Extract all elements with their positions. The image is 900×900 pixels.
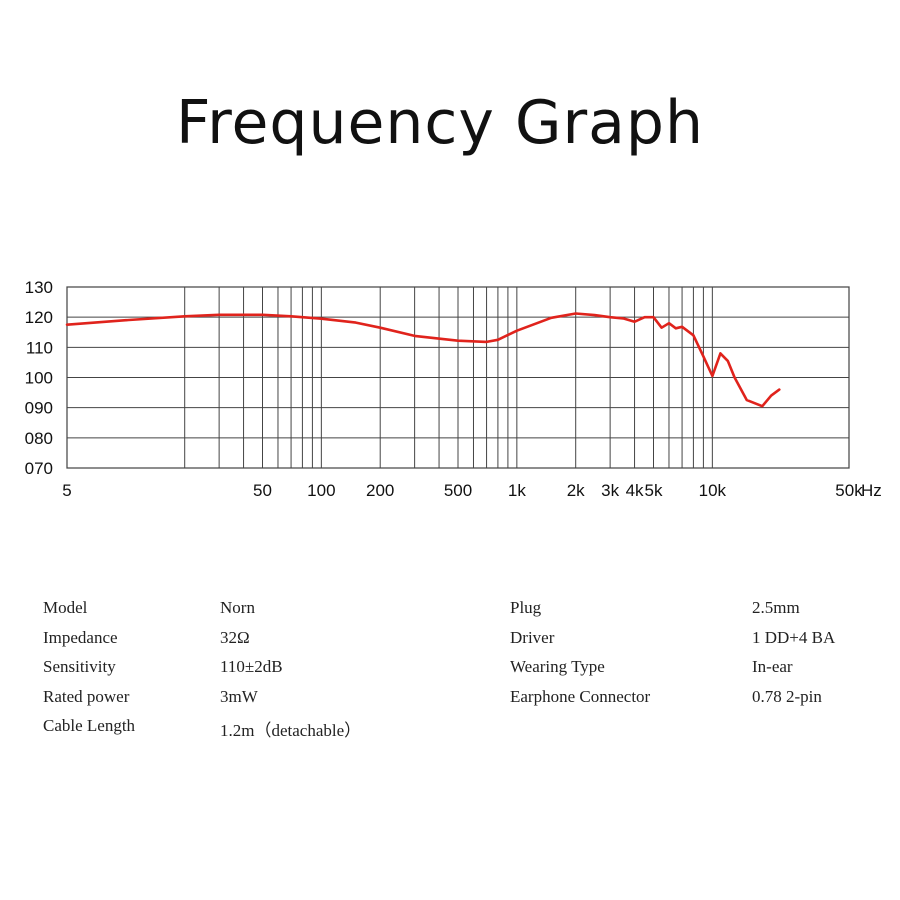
- y-tick-label: 080: [25, 429, 53, 448]
- spec-value: 2.5mm: [752, 598, 800, 617]
- y-tick-label: 090: [25, 399, 53, 418]
- x-tick-label: 1k: [508, 481, 526, 500]
- spec-label: Wearing Type: [510, 657, 605, 676]
- y-tick-label: 130: [25, 278, 53, 297]
- spec-value: 3mW: [220, 686, 258, 706]
- spec-label: Impedance: [43, 627, 118, 647]
- spec-label: Earphone Connector: [510, 686, 651, 706]
- spec-value: 1.2m（detachable）: [220, 721, 362, 740]
- x-tick-label: 50: [253, 481, 272, 500]
- frequency-response-chart: 130 120 110 100 090 080 070 5 50 100 200 500 1k 2k 3k…: [25, 278, 882, 500]
- spec-label: Sensitivity: [43, 657, 116, 676]
- spec-value: In-ear: [752, 657, 793, 676]
- y-tick-label: 120: [25, 308, 53, 327]
- spec-label: Driver: [510, 627, 555, 647]
- x-tick-label: 4k: [626, 481, 644, 500]
- x-tick-label: 100: [307, 481, 335, 500]
- spec-value: 110±2dB: [220, 657, 283, 676]
- spec-label: Plug: [510, 598, 542, 617]
- x-tick-label: 3k: [601, 481, 619, 500]
- x-tick-label: 2k: [567, 481, 585, 500]
- spec-label: Model: [43, 598, 88, 617]
- x-axis-ticks: 5 50 100 200 500 1k 2k 3k 4k 5k 10k 50k: [62, 481, 863, 500]
- x-tick-label: 500: [444, 481, 472, 500]
- spec-value: Norn: [220, 598, 255, 617]
- x-tick-label: 5k: [645, 481, 663, 500]
- chart-title: Frequency Graph: [175, 88, 705, 158]
- spec-value: 32Ω: [220, 627, 250, 647]
- spec-value: 0.78 2-pin: [752, 686, 822, 706]
- x-axis-unit-label: Hz: [861, 481, 882, 500]
- x-tick-label: 200: [366, 481, 394, 500]
- x-tick-label: 10k: [699, 481, 727, 500]
- y-tick-label: 100: [25, 369, 53, 388]
- spec-value: 1 DD+4 BA: [752, 627, 836, 647]
- chart-grid: [66, 286, 850, 469]
- x-tick-label: 50k: [835, 481, 863, 500]
- x-tick-label: 5: [62, 481, 71, 500]
- spec-label: Rated power: [43, 686, 130, 706]
- y-tick-label: 110: [26, 338, 53, 357]
- y-tick-label: 070: [25, 459, 53, 478]
- y-axis-ticks: 130 120 110 100 090 080 070: [25, 278, 53, 478]
- spec-label: Cable Length: [43, 716, 136, 735]
- series-line: [65, 312, 781, 408]
